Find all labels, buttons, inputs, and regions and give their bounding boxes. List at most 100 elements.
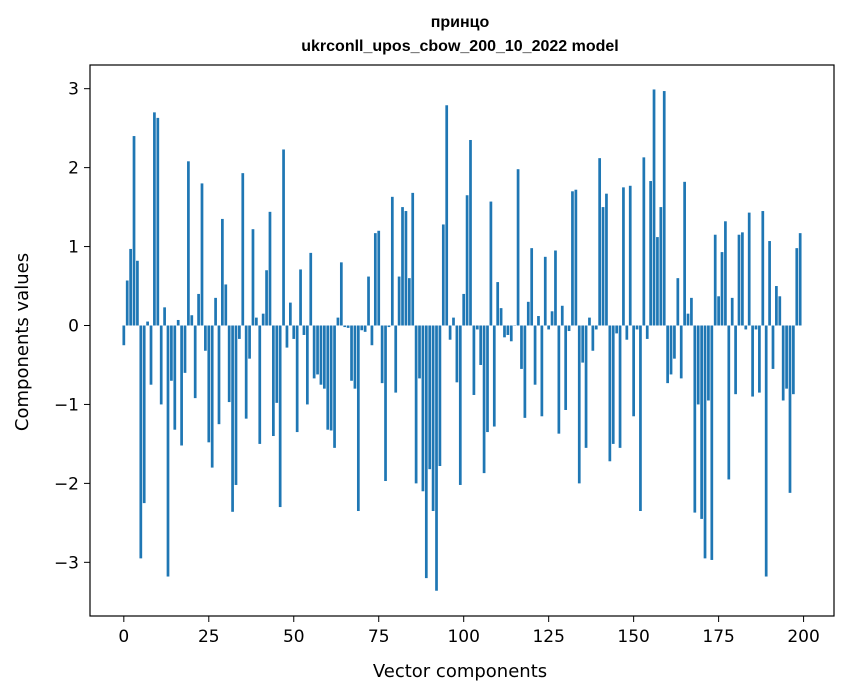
bar-45 (275, 325, 279, 403)
bar-137 (588, 317, 591, 326)
bar-145 (615, 325, 619, 334)
bar-55 (309, 252, 313, 326)
bar-135 (581, 325, 585, 363)
bar-61 (329, 325, 333, 431)
bar-23 (200, 183, 204, 326)
bar-27 (214, 297, 217, 326)
bar-190 (768, 241, 771, 326)
bar-127 (554, 250, 557, 326)
bar-108 (489, 201, 493, 326)
y-axis-label: Components values (12, 253, 33, 431)
bar-198 (795, 248, 799, 326)
bar-156 (652, 89, 656, 326)
bar-179 (730, 297, 734, 326)
bar-116 (516, 169, 520, 326)
bar-144 (611, 325, 615, 444)
bar-82 (401, 207, 404, 326)
bar-149 (628, 185, 632, 326)
bar-69 (356, 325, 360, 512)
bar-5 (139, 325, 143, 559)
bar-35 (241, 173, 245, 326)
bar-142 (605, 193, 608, 326)
bar-129 (560, 305, 564, 326)
x-tick-label: 200 (787, 627, 819, 647)
bar-25 (207, 325, 211, 443)
bar-106 (482, 325, 486, 474)
bar-155 (649, 181, 652, 326)
bar-194 (781, 325, 785, 401)
bar-65 (343, 325, 347, 328)
bar-174 (713, 234, 717, 326)
bar-92 (435, 325, 438, 591)
bar-117 (520, 325, 523, 369)
bar-173 (710, 325, 714, 560)
bar-131 (567, 325, 571, 332)
bar-154 (645, 325, 649, 339)
bar-153 (642, 157, 646, 326)
x-tick-label: 25 (198, 627, 220, 647)
bar-113 (506, 325, 510, 335)
bar-186 (754, 325, 758, 330)
bar-11 (159, 325, 163, 405)
bar-10 (156, 117, 160, 326)
bar-105 (479, 325, 483, 365)
bar-114 (509, 325, 513, 342)
bar-91 (431, 325, 435, 512)
bar-85 (411, 192, 415, 326)
bar-78 (387, 325, 391, 328)
bar-167 (690, 297, 693, 326)
bar-73 (370, 325, 374, 346)
bar-130 (564, 325, 568, 410)
bar-64 (339, 262, 343, 326)
bar-72 (367, 276, 370, 326)
x-tick-label: 175 (702, 627, 734, 647)
bar-14 (170, 325, 173, 381)
bar-184 (747, 212, 751, 326)
bar-76 (380, 325, 384, 384)
bar-122 (537, 316, 540, 326)
x-axis-ticks: 0 25 50 75 100 125 150 175 200 (118, 616, 820, 647)
bar-182 (741, 232, 744, 326)
bar-97 (452, 317, 455, 326)
bar-158 (659, 207, 663, 326)
chart-title-line1: принцо (431, 14, 490, 31)
bar-71 (363, 325, 367, 332)
bar-93 (438, 325, 442, 467)
bar-50 (292, 325, 296, 339)
bar-148 (625, 325, 629, 340)
bar-132 (571, 191, 574, 326)
bar-180 (734, 325, 737, 395)
bar-152 (639, 325, 642, 512)
bar-147 (622, 187, 625, 326)
bar-89 (424, 325, 428, 579)
bar-88 (421, 325, 425, 492)
bar-140 (598, 158, 602, 326)
bar-121 (533, 325, 537, 385)
bar-187 (758, 325, 761, 393)
bar-1 (125, 280, 129, 326)
bar-193 (778, 296, 782, 326)
y-tick-label: 3 (68, 80, 79, 100)
bar-196 (788, 325, 792, 493)
bar-151 (635, 325, 639, 330)
bar-26 (210, 325, 214, 468)
y-tick-label: 1 (68, 238, 79, 258)
y-tick-label: −3 (54, 553, 79, 573)
bar-146 (618, 325, 622, 448)
bar-168 (693, 325, 697, 513)
bar-110 (496, 282, 500, 326)
bar-8 (149, 325, 153, 385)
bar-75 (377, 230, 381, 326)
bar-53 (302, 325, 306, 335)
bar-52 (299, 269, 302, 326)
bar-143 (608, 325, 612, 462)
bar-16 (176, 319, 180, 326)
bar-178 (727, 325, 731, 480)
bar-84 (407, 278, 411, 326)
bar-57 (316, 325, 319, 375)
bar-183 (744, 325, 748, 330)
bar-189 (764, 325, 768, 577)
bar-95 (445, 105, 449, 326)
bar-77 (384, 325, 387, 482)
